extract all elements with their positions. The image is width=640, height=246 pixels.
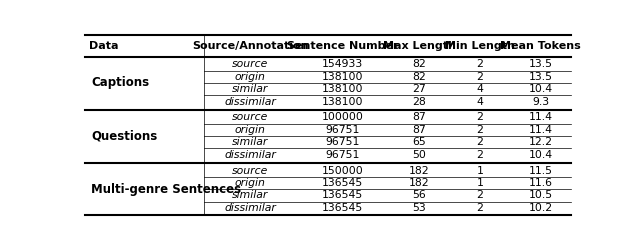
Text: 138100: 138100 bbox=[322, 84, 364, 94]
Text: 96751: 96751 bbox=[325, 125, 360, 135]
Text: 136545: 136545 bbox=[322, 203, 364, 213]
Text: Sentence Number: Sentence Number bbox=[287, 41, 398, 51]
Text: origin: origin bbox=[235, 125, 266, 135]
Text: 2: 2 bbox=[476, 203, 483, 213]
Text: source: source bbox=[232, 112, 268, 123]
Text: 138100: 138100 bbox=[322, 72, 364, 82]
Text: 136545: 136545 bbox=[322, 178, 364, 188]
Text: 2: 2 bbox=[476, 190, 483, 200]
Text: 87: 87 bbox=[412, 112, 426, 123]
Text: 1: 1 bbox=[476, 166, 483, 176]
Text: 27: 27 bbox=[412, 84, 426, 94]
Text: 11.6: 11.6 bbox=[529, 178, 553, 188]
Text: origin: origin bbox=[235, 178, 266, 188]
Text: 150000: 150000 bbox=[322, 166, 364, 176]
Text: 4: 4 bbox=[476, 97, 483, 107]
Text: Max Length: Max Length bbox=[383, 41, 456, 51]
Text: dissimilar: dissimilar bbox=[224, 203, 276, 213]
Text: dissimilar: dissimilar bbox=[224, 97, 276, 107]
Text: 56: 56 bbox=[412, 190, 426, 200]
Text: 13.5: 13.5 bbox=[529, 59, 553, 69]
Text: 11.4: 11.4 bbox=[529, 112, 553, 123]
Text: Data: Data bbox=[89, 41, 118, 51]
Text: similar: similar bbox=[232, 190, 268, 200]
Text: 96751: 96751 bbox=[325, 137, 360, 147]
Text: 138100: 138100 bbox=[322, 97, 364, 107]
Text: source: source bbox=[232, 59, 268, 69]
Text: 10.4: 10.4 bbox=[529, 84, 553, 94]
Text: 4: 4 bbox=[476, 84, 483, 94]
Text: 12.2: 12.2 bbox=[529, 137, 553, 147]
Text: origin: origin bbox=[235, 72, 266, 82]
Text: 96751: 96751 bbox=[325, 150, 360, 160]
Text: 2: 2 bbox=[476, 112, 483, 123]
Text: 10.5: 10.5 bbox=[529, 190, 553, 200]
Text: 154933: 154933 bbox=[322, 59, 364, 69]
Text: 53: 53 bbox=[412, 203, 426, 213]
Text: 10.4: 10.4 bbox=[529, 150, 553, 160]
Text: similar: similar bbox=[232, 137, 268, 147]
Text: 50: 50 bbox=[412, 150, 426, 160]
Text: Mean Tokens: Mean Tokens bbox=[500, 41, 581, 51]
Text: Questions: Questions bbox=[91, 130, 157, 143]
Text: dissimilar: dissimilar bbox=[224, 150, 276, 160]
Text: 2: 2 bbox=[476, 150, 483, 160]
Text: Captions: Captions bbox=[91, 77, 149, 90]
Text: 28: 28 bbox=[412, 97, 426, 107]
Text: 2: 2 bbox=[476, 125, 483, 135]
Text: 82: 82 bbox=[412, 59, 426, 69]
Text: 100000: 100000 bbox=[322, 112, 364, 123]
Text: Multi-genre Sentences: Multi-genre Sentences bbox=[91, 183, 241, 196]
Text: 2: 2 bbox=[476, 59, 483, 69]
Text: source: source bbox=[232, 166, 268, 176]
Text: 182: 182 bbox=[409, 166, 429, 176]
Text: 11.5: 11.5 bbox=[529, 166, 553, 176]
Text: Min Length: Min Length bbox=[445, 41, 515, 51]
Text: 82: 82 bbox=[412, 72, 426, 82]
Text: Source/Annotation: Source/Annotation bbox=[192, 41, 308, 51]
Text: 182: 182 bbox=[409, 178, 429, 188]
Text: 1: 1 bbox=[476, 178, 483, 188]
Text: similar: similar bbox=[232, 84, 268, 94]
Text: 2: 2 bbox=[476, 137, 483, 147]
Text: 2: 2 bbox=[476, 72, 483, 82]
Text: 65: 65 bbox=[412, 137, 426, 147]
Text: 13.5: 13.5 bbox=[529, 72, 553, 82]
Text: 11.4: 11.4 bbox=[529, 125, 553, 135]
Text: 136545: 136545 bbox=[322, 190, 364, 200]
Text: 9.3: 9.3 bbox=[532, 97, 549, 107]
Text: 10.2: 10.2 bbox=[529, 203, 553, 213]
Text: 87: 87 bbox=[412, 125, 426, 135]
